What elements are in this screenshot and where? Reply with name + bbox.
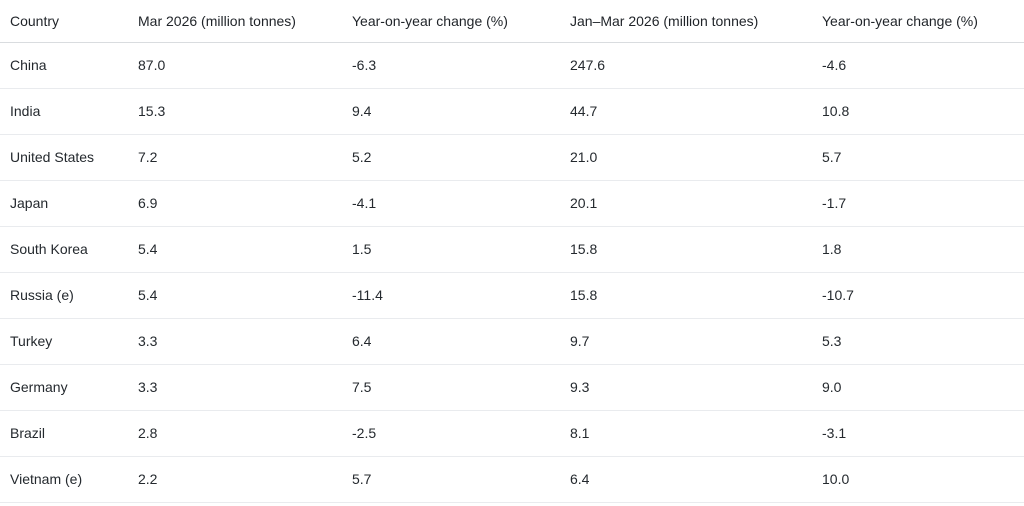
table-row: China 87.0 -6.3 247.6 -4.6 xyxy=(0,42,1024,89)
cell-country: Russia (e) xyxy=(0,272,138,319)
cell-janmar-yoy: -4.6 xyxy=(822,42,1024,89)
cell-janmar-yoy: 1.8 xyxy=(822,226,1024,273)
cell-mar-yoy: 7.5 xyxy=(352,364,570,411)
column-header-country: Country xyxy=(0,0,138,43)
cell-janmar-value: 15.8 xyxy=(570,272,822,319)
column-header-jan-mar-2026: Jan–Mar 2026 (million tonnes) xyxy=(570,0,822,43)
cell-mar-value: 15.3 xyxy=(138,88,352,135)
cell-janmar-yoy: 5.3 xyxy=(822,318,1024,365)
cell-mar-value: 87.0 xyxy=(138,42,352,89)
cell-janmar-yoy: 9.0 xyxy=(822,364,1024,411)
cell-janmar-value: 247.6 xyxy=(570,42,822,89)
cell-mar-yoy: 5.7 xyxy=(352,456,570,503)
cell-mar-yoy: 5.2 xyxy=(352,134,570,181)
cell-mar-value: 5.4 xyxy=(138,272,352,319)
cell-janmar-value: 44.7 xyxy=(570,88,822,135)
cell-mar-value: 2.8 xyxy=(138,410,352,457)
cell-mar-yoy: -4.1 xyxy=(352,180,570,227)
cell-janmar-yoy: -3.1 xyxy=(822,410,1024,457)
cell-country: Turkey xyxy=(0,318,138,365)
cell-janmar-yoy: -1.7 xyxy=(822,180,1024,227)
cell-mar-value: 6.9 xyxy=(138,180,352,227)
cell-country: India xyxy=(0,88,138,135)
table-row: South Korea 5.4 1.5 15.8 1.8 xyxy=(0,226,1024,273)
column-header-yoy-change-mar: Year-on-year change (%) xyxy=(352,0,570,43)
table-row: Brazil 2.8 -2.5 8.1 -3.1 xyxy=(0,410,1024,457)
header-row: Country Mar 2026 (million tonnes) Year-o… xyxy=(0,0,1024,43)
cell-janmar-yoy: 5.7 xyxy=(822,134,1024,181)
cell-country: Germany xyxy=(0,364,138,411)
cell-janmar-value: 20.1 xyxy=(570,180,822,227)
cell-janmar-value: 8.1 xyxy=(570,410,822,457)
cell-mar-value: 3.3 xyxy=(138,318,352,365)
column-header-yoy-change-jan-mar: Year-on-year change (%) xyxy=(822,0,1024,43)
cell-janmar-value: 21.0 xyxy=(570,134,822,181)
cell-mar-yoy: 1.5 xyxy=(352,226,570,273)
cell-janmar-yoy: 10.0 xyxy=(822,456,1024,503)
cell-janmar-yoy: 10.8 xyxy=(822,88,1024,135)
cell-janmar-value: 15.8 xyxy=(570,226,822,273)
cell-mar-yoy: -2.5 xyxy=(352,410,570,457)
cell-janmar-value: 9.3 xyxy=(570,364,822,411)
cell-country: Brazil xyxy=(0,410,138,457)
table-body: China 87.0 -6.3 247.6 -4.6 India 15.3 9.… xyxy=(0,42,1024,503)
cell-janmar-value: 6.4 xyxy=(570,456,822,503)
cell-janmar-value: 9.7 xyxy=(570,318,822,365)
table-row: Germany 3.3 7.5 9.3 9.0 xyxy=(0,364,1024,411)
column-header-mar-2026: Mar 2026 (million tonnes) xyxy=(138,0,352,43)
table-row: Russia (e) 5.4 -11.4 15.8 -10.7 xyxy=(0,272,1024,319)
cell-country: Vietnam (e) xyxy=(0,456,138,503)
cell-mar-yoy: 9.4 xyxy=(352,88,570,135)
cell-country: South Korea xyxy=(0,226,138,273)
table-row: United States 7.2 5.2 21.0 5.7 xyxy=(0,134,1024,181)
table-row: India 15.3 9.4 44.7 10.8 xyxy=(0,88,1024,135)
table-row: Turkey 3.3 6.4 9.7 5.3 xyxy=(0,318,1024,365)
table-header: Country Mar 2026 (million tonnes) Year-o… xyxy=(0,0,1024,43)
cell-mar-yoy: -11.4 xyxy=(352,272,570,319)
cell-mar-value: 7.2 xyxy=(138,134,352,181)
cell-mar-value: 2.2 xyxy=(138,456,352,503)
table-row: Japan 6.9 -4.1 20.1 -1.7 xyxy=(0,180,1024,227)
cell-mar-value: 5.4 xyxy=(138,226,352,273)
cell-mar-yoy: 6.4 xyxy=(352,318,570,365)
cell-janmar-yoy: -10.7 xyxy=(822,272,1024,319)
cell-country: Japan xyxy=(0,180,138,227)
cell-country: United States xyxy=(0,134,138,181)
cell-country: China xyxy=(0,42,138,89)
table-row: Vietnam (e) 2.2 5.7 6.4 10.0 xyxy=(0,456,1024,503)
cell-mar-value: 3.3 xyxy=(138,364,352,411)
cell-mar-yoy: -6.3 xyxy=(352,42,570,89)
